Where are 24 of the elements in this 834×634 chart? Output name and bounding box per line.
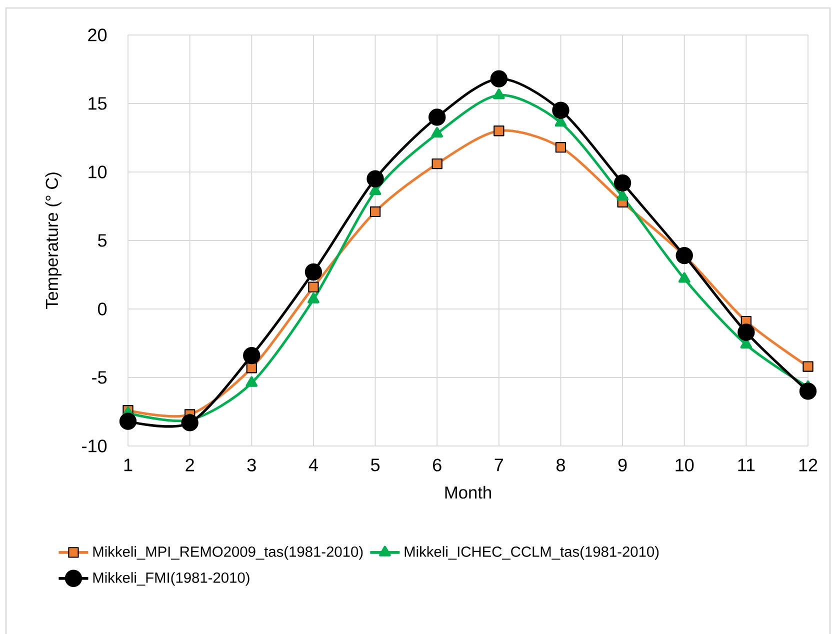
y-tick-label: 0 xyxy=(98,302,107,316)
x-tick-label: 8 xyxy=(556,458,565,472)
y-tick-label: 20 xyxy=(88,28,107,42)
x-tick-label: 2 xyxy=(186,458,194,472)
x-tick-label: 1 xyxy=(124,458,132,472)
y-axis-title: Temperature (° C) xyxy=(45,172,62,310)
x-tick-label: 7 xyxy=(494,458,504,472)
x-tick-label: 9 xyxy=(618,458,627,472)
x-axis-title: Month xyxy=(445,486,491,499)
x-tick-label: 11 xyxy=(738,458,755,472)
legend-label: Mikkeli_FMI(1981-2010) xyxy=(93,572,250,586)
y-tick-label: -5 xyxy=(92,371,107,384)
x-tick-label: 6 xyxy=(433,458,442,472)
x-tick-label: 3 xyxy=(247,458,256,472)
y-tick-label: -10 xyxy=(82,440,107,452)
x-tick-label: 5 xyxy=(370,458,380,472)
x-tick-label: 10 xyxy=(676,458,694,472)
y-tick-label: 15 xyxy=(88,97,107,110)
y-tick-label: 5 xyxy=(98,234,107,247)
x-tick-label: 4 xyxy=(308,458,318,472)
legend-label: Mikkeli_MPI_REMO2009_tas(1981-2010) xyxy=(93,546,363,560)
y-tick-label: 10 xyxy=(88,166,107,178)
legend-label: Mikkeli_ICHEC_CCLM_tas(1981-2010) xyxy=(404,546,659,560)
x-tick-label: 12 xyxy=(799,458,818,472)
